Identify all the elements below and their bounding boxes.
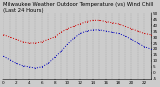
Text: Milwaukee Weather Outdoor Temperature (vs) Wind Chill (Last 24 Hours): Milwaukee Weather Outdoor Temperature (v… [3, 2, 154, 13]
